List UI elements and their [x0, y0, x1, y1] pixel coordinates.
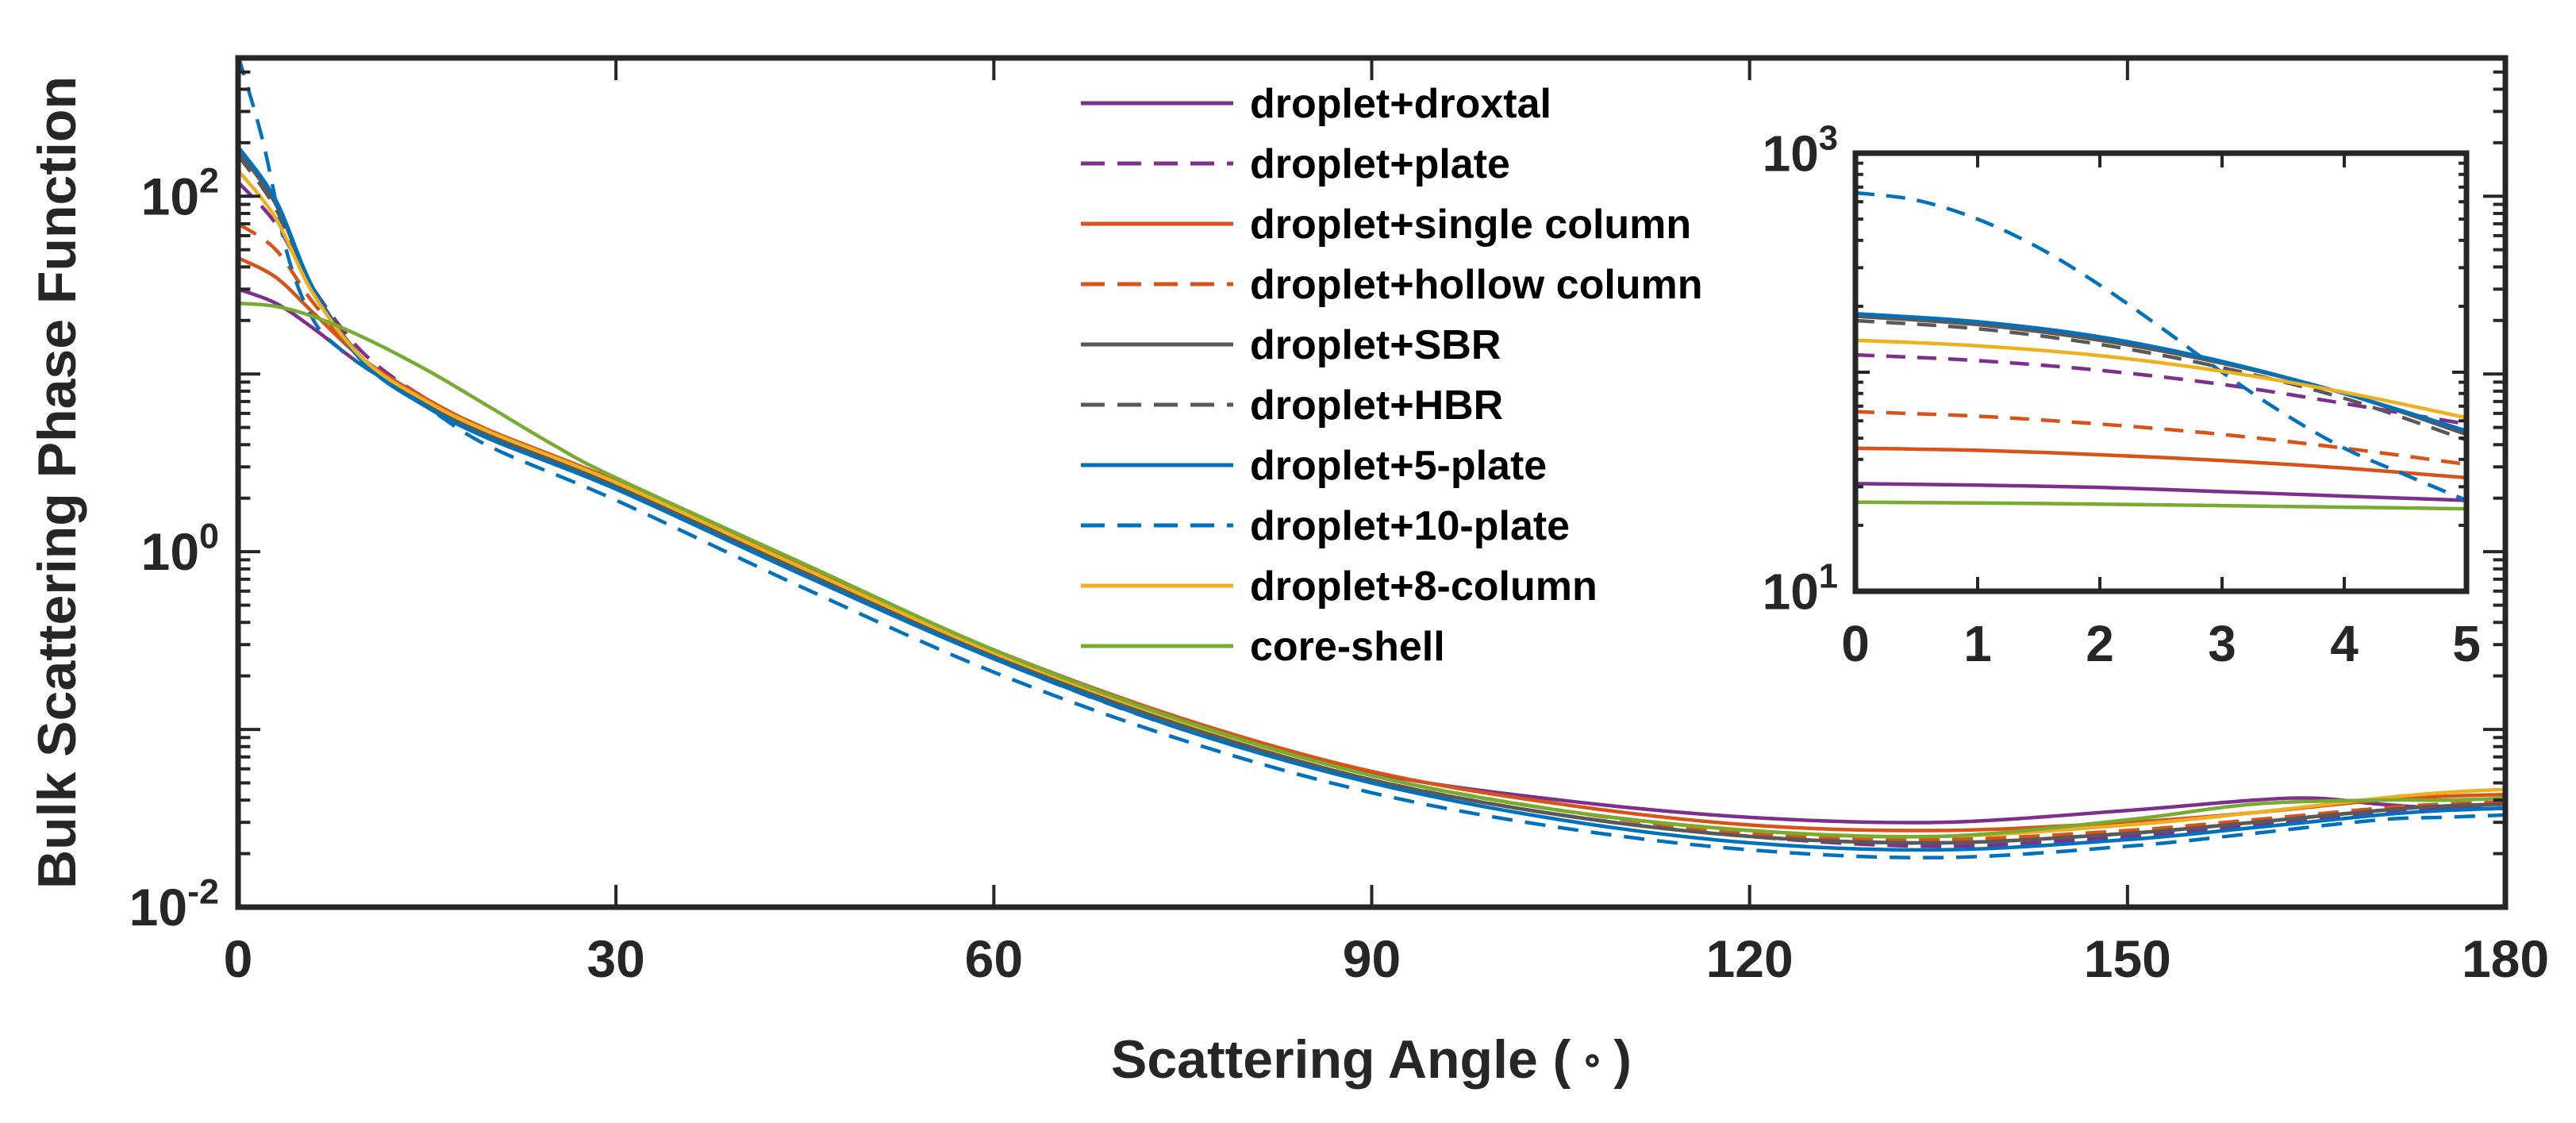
inset-x-tick-label-0: 0 — [1841, 615, 1870, 672]
main-y-tick-label-2: 102 — [141, 160, 219, 226]
legend-label-droplet-single-column: droplet+single column — [1250, 202, 1691, 248]
main-y-tick-label-0: 10-2 — [129, 871, 219, 936]
main-series-group — [238, 58, 2505, 860]
main-y-tick-labels: 10-2 100 102 — [129, 160, 219, 936]
inset-x-tick-label-2: 2 — [2086, 615, 2114, 672]
inset-x-tick-label-3: 3 — [2208, 615, 2236, 672]
main-series-droplet-10-plate — [238, 58, 2505, 860]
legend-label-droplet-5-plate: droplet+5-plate — [1250, 443, 1547, 489]
inset-x-tick-label-1: 1 — [1963, 615, 1992, 672]
inset-series-droplet-single-column — [1855, 446, 2466, 480]
legend-label-core-shell: core-shell — [1250, 624, 1445, 670]
main-x-tick-label-5: 150 — [2084, 929, 2171, 988]
legend-label-droplet-10-plate: droplet+10-plate — [1250, 503, 1570, 549]
legend-label-droplet-hollow-column: droplet+hollow column — [1250, 262, 1703, 308]
inset-series-group — [1855, 190, 2466, 511]
main-series-core-shell — [238, 301, 2505, 839]
main-x-tick-label-1: 30 — [586, 929, 644, 988]
legend-label-droplet-hbr: droplet+HBR — [1250, 383, 1503, 429]
main-x-tick-label-0: 0 — [224, 929, 253, 988]
main-series-droplet-hbr — [238, 154, 2505, 845]
inset-y-tick-label-1: 103 — [1763, 120, 1838, 183]
main-y-tick-label-1: 100 — [141, 516, 219, 582]
inset-series-droplet-8-column — [1855, 338, 2466, 420]
inset-plot: 0 1 2 3 4 5 101 103 — [1763, 120, 2481, 672]
inset-axes-box — [1852, 150, 2470, 594]
legend-label-droplet-8-column: droplet+8-column — [1250, 563, 1598, 610]
inset-x-tick-labels: 0 1 2 3 4 5 — [1841, 615, 2481, 672]
inset-series-droplet-hollow-column — [1855, 410, 2466, 467]
legend: droplet+droxtal droplet+plate droplet+sing… — [1081, 81, 1703, 670]
y-axis-title: Bulk Scattering Phase Function — [27, 76, 87, 889]
legend-label-droplet-sbr: droplet+SBR — [1250, 322, 1501, 368]
inset-background — [1855, 153, 2466, 591]
inset-y-tick-label-0: 101 — [1763, 558, 1838, 621]
main-x-tick-label-2: 60 — [965, 929, 1023, 988]
main-x-tick-label-3: 90 — [1343, 929, 1401, 988]
main-x-tick-label-4: 120 — [1706, 929, 1794, 988]
inset-series-droplet-plate — [1855, 352, 2466, 426]
inset-series-droplet-hbr — [1855, 318, 2466, 442]
x-axis-title: Scattering Angle (∘) — [1111, 1029, 1632, 1090]
inset-x-tick-label-4: 4 — [2330, 615, 2359, 672]
main-x-tick-labels: 0 30 60 90 120 150 180 — [224, 929, 2549, 988]
legend-label-droplet-droxtal: droplet+droxtal — [1250, 81, 1551, 127]
inset-series-droplet-5-plate — [1855, 312, 2466, 433]
inset-series-droplet-droxtal — [1855, 482, 2466, 502]
inset-series-core-shell — [1855, 500, 2466, 511]
inset-x-tick-label-5: 5 — [2452, 615, 2481, 672]
main-x-tick-label-6: 180 — [2462, 929, 2549, 988]
main-axes-box — [235, 55, 2509, 910]
inset-y-tick-labels: 101 103 — [1763, 120, 1838, 621]
legend-label-droplet-plate: droplet+plate — [1250, 141, 1510, 187]
main-series-droplet-5-plate — [238, 145, 2505, 852]
